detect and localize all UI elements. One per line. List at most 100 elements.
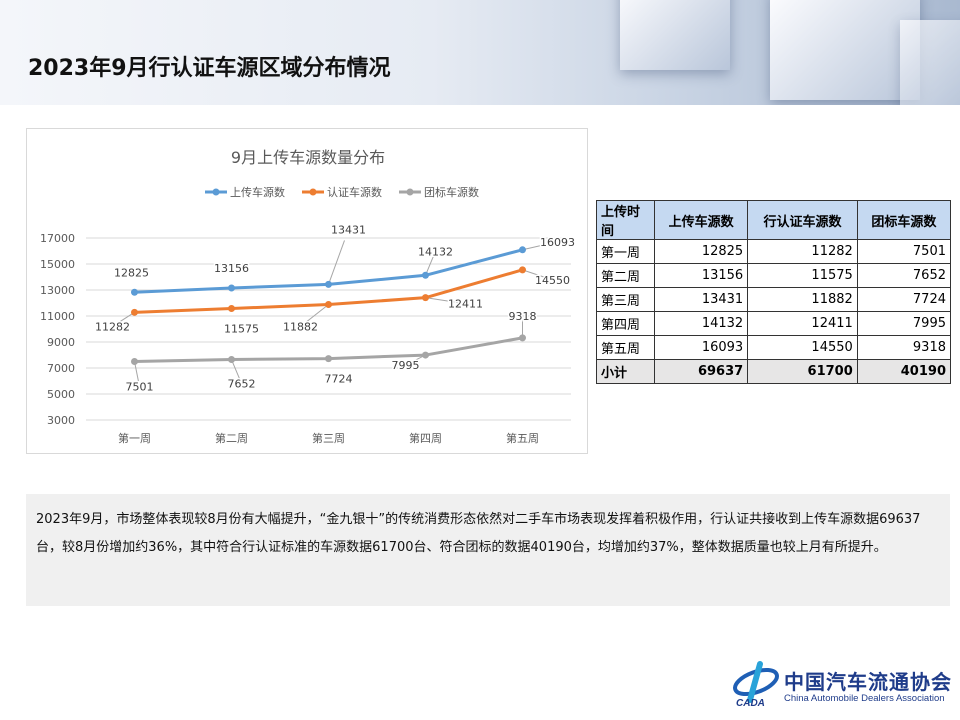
cell: 14132: [653, 311, 749, 336]
data-point: [325, 301, 332, 309]
cell: 7995: [856, 311, 952, 336]
cell: 13431: [653, 287, 749, 312]
cell: 12411: [747, 311, 858, 336]
cell: 7652: [856, 263, 952, 288]
data-point: [325, 280, 332, 288]
cell: 第一周: [596, 239, 655, 264]
data-label: 11882: [283, 321, 318, 334]
cell: 9318: [856, 335, 952, 360]
data-point: [131, 357, 138, 365]
legend-marker: [406, 188, 414, 196]
data-point: [131, 288, 138, 296]
table-row: 第五周 16093 14550 9318: [596, 335, 952, 360]
cell: 7724: [856, 287, 952, 312]
cell: 14550: [747, 335, 858, 360]
data-label: 7501: [126, 380, 154, 393]
logo-en-text: China Automobile Dealers Association: [784, 693, 945, 704]
y-tick-label: 5000: [47, 388, 75, 401]
data-label: 16093: [540, 236, 575, 249]
header-cell: 上传车源数: [653, 200, 749, 240]
data-point: [519, 334, 526, 342]
cell: 第四周: [596, 311, 655, 336]
x-tick-label: 第五周: [506, 431, 539, 445]
data-label: 14550: [535, 274, 570, 287]
data-point: [131, 308, 138, 316]
legend-marker: [309, 188, 317, 196]
svg-text:CADA: CADA: [736, 698, 765, 708]
y-tick-label: 3000: [47, 414, 75, 427]
summary-text: 2023年9月，市场整体表现较8月份有大幅提升，“金九银十”的传统消费形态依然对…: [26, 494, 950, 606]
data-label: 14132: [418, 245, 453, 258]
cada-logo: CADA 中国汽车流通协会 China Automobile Dealers A…: [730, 660, 955, 710]
cell: 16093: [653, 335, 749, 360]
cell: 小计: [596, 359, 655, 384]
data-table: 上传时间 上传车源数 行认证车源数 团标车源数 第一周 12825 11282 750…: [596, 200, 952, 384]
data-point: [519, 246, 526, 254]
y-tick-label: 13000: [40, 284, 75, 297]
table-row: 第二周 13156 11575 7652: [596, 263, 952, 288]
data-label: 13431: [331, 223, 366, 236]
y-tick-label: 7000: [47, 362, 75, 375]
label-leader-line: [522, 242, 551, 251]
table-row: 第三周 13431 11882 7724: [596, 287, 952, 312]
data-point: [228, 284, 235, 292]
data-label: 12411: [448, 298, 483, 311]
header-cell: 行认证车源数: [747, 200, 858, 240]
y-tick-label: 17000: [40, 232, 75, 245]
legend-label: 认证车源数: [327, 185, 382, 199]
header-decoration: [600, 0, 960, 105]
cell: 7501: [856, 239, 952, 264]
data-label: 11575: [224, 323, 259, 336]
header-cell: 上传时间: [596, 200, 655, 240]
header-cell: 团标车源数: [856, 200, 952, 240]
cell: 第五周: [596, 335, 655, 360]
table-row: 第一周 12825 11282 7501: [596, 239, 952, 264]
data-label: 13156: [214, 262, 249, 275]
cell: 12825: [653, 239, 749, 264]
line-chart: 9月上传车源数量分布上传车源数 认证车源数 团标车源数 3000 5000 7000 900…: [26, 128, 588, 454]
cada-logo-mark-icon: CADA: [733, 661, 779, 709]
page-title: 2023年9月行认证车源区域分布情况: [28, 56, 391, 81]
label-leader-line: [305, 304, 329, 323]
logo-cn-text: 中国汽车流通协会: [784, 670, 952, 694]
data-point: [422, 351, 429, 359]
label-leader-line: [328, 240, 345, 285]
cell: 11575: [747, 263, 858, 288]
x-tick-label: 第二周: [215, 431, 248, 445]
y-tick-label: 11000: [40, 310, 75, 323]
cell: 第二周: [596, 263, 655, 288]
data-point: [228, 305, 235, 313]
data-label: 9318: [509, 310, 537, 323]
cell: 11282: [747, 239, 858, 264]
table-row: 第四周 14132 12411 7995: [596, 311, 952, 336]
data-point: [228, 356, 235, 364]
cell: 第三周: [596, 287, 655, 312]
legend-label: 团标车源数: [424, 185, 479, 199]
data-label: 7995: [392, 359, 420, 372]
y-tick-label: 9000: [47, 336, 75, 349]
cell: 40190: [856, 359, 952, 384]
label-leader-line: [522, 269, 547, 279]
data-label: 7724: [325, 373, 353, 386]
x-tick-label: 第一周: [118, 431, 151, 445]
table-header-row: 上传时间 上传车源数 行认证车源数 团标车源数: [596, 200, 952, 240]
legend-marker: [212, 188, 220, 196]
cell: 13156: [653, 263, 749, 288]
chart-title: 9月上传车源数量分布: [231, 148, 385, 167]
data-point: [325, 355, 332, 363]
data-point: [422, 294, 429, 302]
x-tick-label: 第三周: [312, 431, 345, 445]
cell: 11882: [747, 287, 858, 312]
cell: 69637: [653, 359, 749, 384]
cell: 61700: [747, 359, 858, 384]
data-point: [519, 266, 526, 274]
data-label: 12825: [114, 266, 149, 279]
x-tick-label: 第四周: [409, 431, 442, 445]
data-label: 7652: [228, 378, 256, 391]
y-tick-label: 15000: [40, 258, 75, 271]
legend-label: 上传车源数: [230, 185, 285, 199]
data-label: 11282: [95, 320, 130, 333]
header-banner: 2023年9月行认证车源区域分布情况: [0, 0, 960, 105]
data-point: [422, 271, 429, 279]
